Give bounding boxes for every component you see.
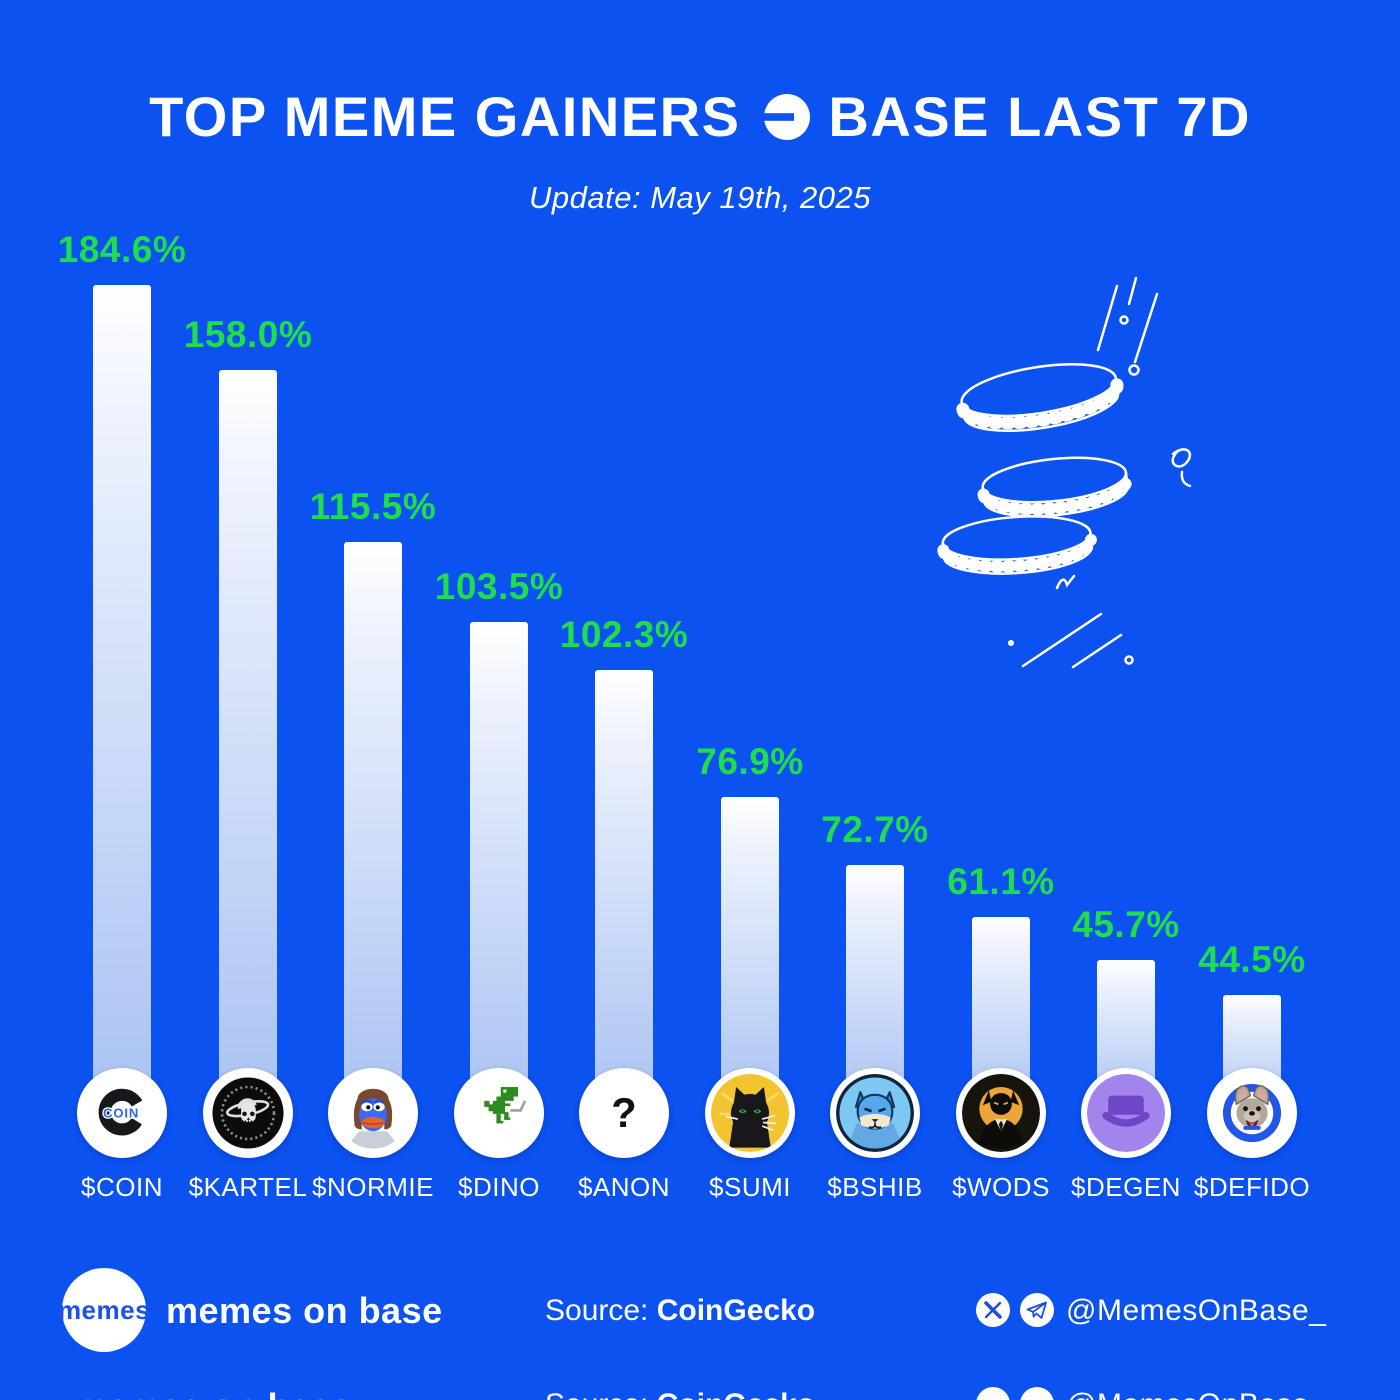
bar-dino — [470, 622, 528, 1112]
value-label-bshib: 72.7% — [821, 809, 929, 850]
defido-token-icon — [1207, 1068, 1297, 1158]
dino-token-icon — [454, 1068, 544, 1158]
ticker-label-sumi: $SUMI — [709, 1172, 791, 1202]
bshib-token-icon — [830, 1068, 920, 1158]
falling-coins-illustration — [937, 276, 1192, 669]
value-label-dino: 103.5% — [434, 566, 564, 607]
source-credit-cutoff: Source: CoinGecko — [545, 1388, 815, 1400]
value-label-wods: 61.1% — [947, 861, 1055, 902]
source-credit: Source: CoinGecko — [545, 1294, 815, 1328]
value-label-normie: 115.5% — [309, 486, 437, 527]
base-circle-mark-icon — [756, 93, 811, 140]
coin-token-icon: COIN — [77, 1068, 167, 1158]
bar-anon — [595, 670, 653, 1112]
social-handle: @MemesOnBase_ — [1066, 1294, 1327, 1327]
svg-text:COIN: COIN — [103, 1105, 139, 1120]
value-label-defido: 44.5% — [1198, 939, 1306, 980]
telegram-icon — [1020, 1293, 1054, 1327]
update-date-subtitle: Update: May 19th, 2025 — [529, 180, 871, 215]
bar-kartel — [219, 370, 277, 1112]
source-prefix: Source: — [545, 1294, 657, 1327]
bar-normie — [344, 542, 402, 1112]
bar-coin — [93, 285, 151, 1112]
ticker-label-dino: $DINO — [458, 1172, 540, 1202]
x-icon — [976, 1293, 1010, 1327]
bar-sumi — [721, 797, 779, 1112]
normie-token-icon — [328, 1068, 418, 1158]
logo-text: memes — [57, 1294, 151, 1325]
brand-name: memes on base — [166, 1290, 443, 1331]
telegram-icon-cutoff — [1020, 1387, 1054, 1400]
kartel-token-icon — [203, 1068, 293, 1158]
brand-name-cutoff: memes on base — [75, 1386, 352, 1400]
anon-token-icon: ? — [579, 1068, 669, 1158]
value-label-sumi: 76.9% — [696, 741, 804, 782]
ticker-label-normie: $NORMIE — [312, 1172, 434, 1202]
ticker-label-anon: $ANON — [577, 1172, 671, 1202]
title-left: TOP MEME GAINERS — [149, 85, 741, 148]
ticker-label-wods: $WODS — [952, 1172, 1050, 1202]
wods-token-icon — [956, 1068, 1046, 1158]
x-icon-cutoff — [976, 1387, 1010, 1400]
value-label-coin: 184.6% — [57, 229, 187, 270]
ticker-label-defido: $DEFIDO — [1193, 1172, 1311, 1202]
page-title: TOP MEME GAINERS BASE LAST 7D — [0, 84, 1400, 149]
value-label-anon: 102.3% — [559, 614, 689, 655]
source-prefix-cutoff: Source: — [545, 1388, 657, 1400]
title-right: BASE LAST 7D — [828, 85, 1251, 148]
sumi-token-icon — [705, 1068, 795, 1158]
cutoff-bottom-row: memes on base Source: CoinGecko @MemesOn… — [0, 1386, 1400, 1400]
ticker-label-coin: $COIN — [81, 1172, 163, 1202]
ticker-label-degen: $DEGEN — [1071, 1172, 1181, 1202]
svg-text:?: ? — [611, 1089, 636, 1136]
value-label-degen: 45.7% — [1072, 904, 1180, 945]
social-handle-cutoff: @MemesOnBase_ — [1066, 1388, 1326, 1400]
ticker-label-kartel: $KARTEL — [188, 1172, 308, 1202]
footer: memes memes on base Source: CoinGecko @M… — [0, 1268, 1400, 1352]
value-label-kartel: 158.0% — [183, 314, 313, 355]
source-name: CoinGecko — [656, 1294, 816, 1327]
source-name-cutoff: CoinGecko — [657, 1388, 815, 1400]
degen-token-icon — [1081, 1068, 1171, 1158]
ticker-label-bshib: $BSHIB — [827, 1172, 923, 1202]
memes-on-base-logo: memes — [58, 1268, 150, 1352]
